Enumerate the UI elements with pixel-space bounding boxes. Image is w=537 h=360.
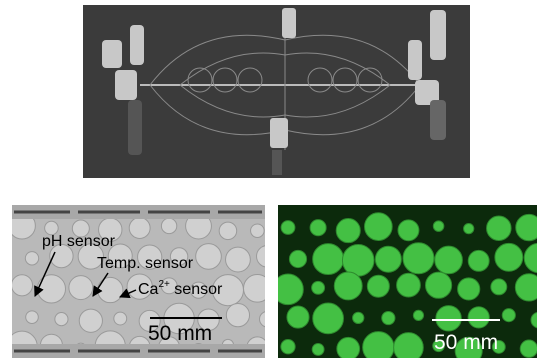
droplet [413, 310, 423, 320]
scale-bar-label: 50 mm [434, 331, 498, 354]
droplet [289, 250, 306, 267]
device-photo [83, 5, 470, 178]
droplet [367, 275, 389, 297]
droplet [403, 243, 434, 274]
droplet [260, 311, 276, 327]
droplet [219, 222, 237, 240]
droplet [287, 306, 309, 328]
ca-label: Ca2+ sensor [138, 279, 223, 298]
droplet [491, 279, 507, 295]
droplet [382, 311, 395, 324]
droplet [312, 281, 325, 294]
droplet [425, 272, 451, 298]
droplet [114, 312, 127, 325]
droplet [244, 274, 272, 302]
temp-label: Temp. sensor [97, 255, 194, 272]
droplet [25, 252, 38, 265]
droplet [363, 332, 394, 360]
droplet [98, 277, 123, 302]
droplet [251, 224, 265, 238]
droplet [129, 218, 150, 239]
droplet [515, 274, 537, 301]
droplet [502, 309, 515, 322]
droplet [26, 311, 39, 324]
droplet [468, 250, 489, 271]
droplet [375, 246, 401, 272]
droplet [226, 247, 251, 272]
droplet [365, 213, 393, 241]
droplet [468, 307, 489, 328]
figure: pH sensor Temp. sensor Ca2+ sensor 50 mm… [0, 0, 537, 360]
droplet [79, 309, 102, 332]
droplet [495, 243, 523, 271]
fluorescence-panel: 50 mm [273, 205, 537, 360]
scale-bar-label: 50 mm [148, 322, 212, 345]
droplet [161, 218, 176, 233]
droplet [281, 340, 295, 354]
droplet [436, 306, 461, 331]
droplet [458, 278, 480, 300]
droplet [257, 246, 279, 268]
droplet [516, 214, 537, 240]
droplet [55, 313, 68, 326]
droplet [334, 272, 362, 300]
droplet [226, 304, 249, 327]
droplet [353, 312, 364, 323]
droplet [520, 340, 537, 357]
droplet [464, 223, 474, 233]
droplet [397, 273, 421, 297]
droplet [394, 333, 424, 360]
droplet [196, 244, 222, 270]
droplet [337, 337, 360, 360]
droplet [435, 246, 463, 274]
droplet [310, 220, 326, 236]
droplet [313, 303, 344, 334]
droplet [336, 219, 360, 243]
droplet [398, 220, 419, 241]
droplet [281, 221, 295, 235]
bright-field-panel: pH sensor Temp. sensor Ca2+ sensor 50 mm [7, 205, 278, 360]
droplet [433, 221, 444, 232]
ca-base: Ca [138, 281, 159, 298]
ph-label: pH sensor [42, 233, 116, 250]
droplet [69, 276, 93, 300]
droplet [313, 244, 344, 275]
ca-rest: sensor [170, 281, 223, 298]
droplet [273, 274, 304, 305]
droplet [487, 216, 512, 241]
droplet [11, 275, 32, 296]
droplet [342, 245, 374, 277]
droplet [312, 343, 324, 355]
droplet [37, 275, 65, 303]
ca-sup: 2+ [158, 279, 170, 290]
